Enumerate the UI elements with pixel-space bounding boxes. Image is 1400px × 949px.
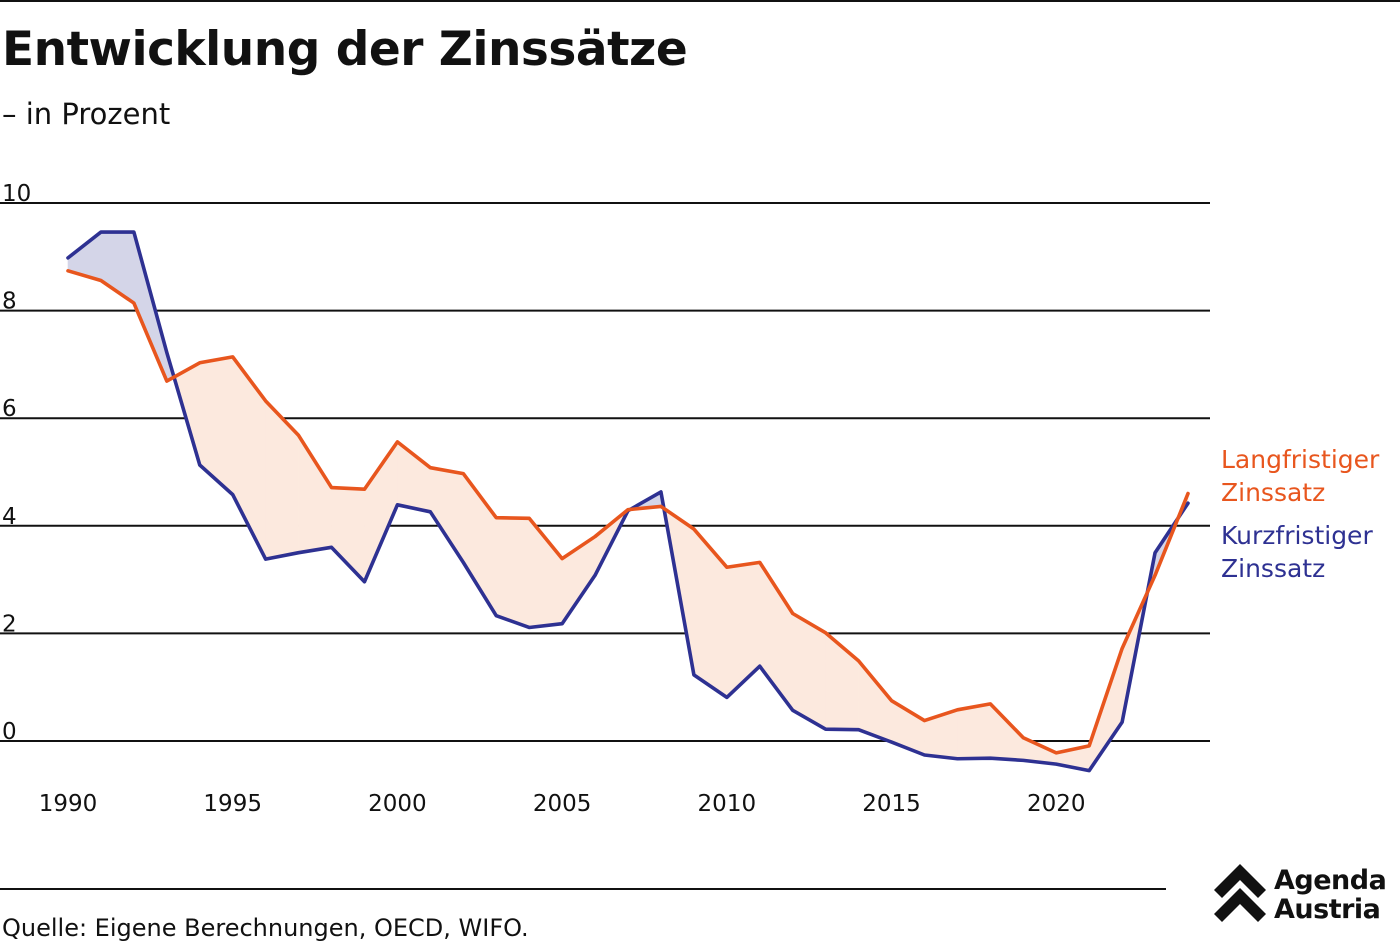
legend-long-term: Langfristiger Zinssatz: [1221, 443, 1379, 509]
y-tick-label-10: 10: [2, 181, 31, 207]
area-segment-1997: [298, 434, 332, 554]
series-line-langfristiger-zinssatz: [66, 268, 1190, 755]
x-tick-label-2015: 2015: [862, 791, 921, 817]
bottom-rule: [0, 888, 1166, 890]
y-tick-label-0: 0: [2, 719, 17, 745]
area-segment-1998: [331, 487, 365, 583]
area-segment-2004: [528, 517, 563, 628]
legend-short-term-line2: Zinssatz: [1221, 554, 1326, 583]
x-axis-ticks: 1990 1995 2000 2005 2010 2015 2020: [39, 791, 1086, 817]
area-segment-1994: [199, 356, 234, 496]
x-tick-label-2020: 2020: [1027, 791, 1086, 817]
area-segment-2017: [957, 703, 991, 760]
y-tick-label-6: 6: [2, 396, 17, 422]
y-axis-ticks: 0 2 4 6 8 10: [2, 181, 31, 745]
grid-layer: [0, 202, 1210, 742]
x-tick-label-2010: 2010: [698, 791, 757, 817]
legend-short-term-line1: Kurzfristiger: [1221, 521, 1373, 550]
legend-short-term: Kurzfristiger Zinssatz: [1221, 519, 1373, 585]
x-tick-label-1990: 1990: [39, 791, 98, 817]
top-rule: [0, 0, 1400, 2]
area-segment-1996: [265, 400, 299, 560]
x-tick-label-2000: 2000: [368, 791, 427, 817]
y-tick-label-4: 4: [2, 504, 17, 530]
y-tick-label-2: 2: [2, 611, 17, 637]
agenda-austria-logo: Agenda Austria: [1212, 862, 1400, 926]
area-segment-2003: [495, 517, 530, 628]
legend-long-term-line2: Zinssatz: [1221, 478, 1326, 507]
legend-long-term-line1: Langfristiger: [1221, 445, 1380, 474]
logo-text: Agenda Austria: [1274, 865, 1387, 925]
series-line-kurzfristiger-zinssatz: [66, 230, 1190, 773]
x-tick-label-2005: 2005: [533, 791, 592, 817]
area-segment-2009: [693, 528, 728, 698]
y-tick-label-8: 8: [2, 289, 17, 315]
area-segment-2010: [726, 562, 761, 699]
area-segment-2001: [430, 467, 464, 564]
logo-line-1: Agenda: [1274, 865, 1387, 896]
x-tick-label-1995: 1995: [203, 791, 262, 817]
chart-subtitle: – in Prozent: [2, 97, 171, 131]
double-chevron-up-icon: [1214, 864, 1266, 922]
chart-title: Entwicklung der Zinssätze: [2, 22, 688, 77]
area-segment-2000: [397, 441, 431, 513]
line-layer: [66, 230, 1190, 773]
source-note: Quelle: Eigene Berechnungen, OECD, WIFO.: [2, 914, 529, 942]
line-chart: 0 2 4 6 8 10 1990 1995 2000 2005 2010 2015 2020: [0, 181, 1210, 817]
logo-line-2: Austria: [1274, 894, 1381, 925]
